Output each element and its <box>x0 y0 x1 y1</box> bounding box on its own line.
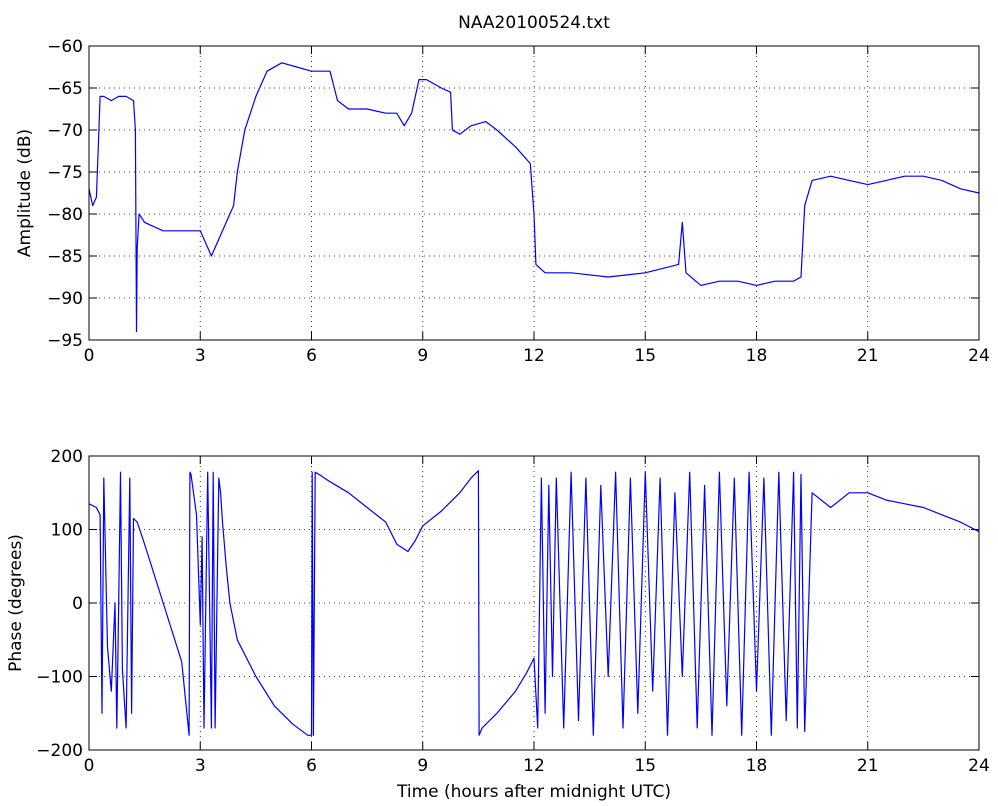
y-tick-label: −65 <box>47 79 83 99</box>
plot-area <box>89 46 979 340</box>
y-tick-label: −85 <box>47 247 83 267</box>
x-tick-label: 3 <box>195 346 206 366</box>
x-tick-label: 15 <box>634 756 656 776</box>
x-tick-label: 15 <box>634 346 656 366</box>
x-tick-label: 3 <box>195 756 206 776</box>
x-tick-label: 18 <box>746 756 768 776</box>
phase-chart: 0 3 6 9 12 15 18 21 24 −200 −100 0 100 200 Phase (degr… <box>6 447 990 802</box>
y-tick-label: −100 <box>36 668 83 688</box>
series-line <box>88 62 980 333</box>
x-tick-label: 12 <box>523 756 545 776</box>
y-tick-label: −80 <box>47 205 83 225</box>
y-tick-label: 200 <box>51 447 83 467</box>
x-tick-label: 24 <box>968 346 990 366</box>
x-tick-label: 6 <box>306 346 317 366</box>
x-tick-label: 0 <box>84 756 95 776</box>
x-tick-label: 18 <box>746 346 768 366</box>
x-tick-label: 0 <box>84 346 95 366</box>
y-tick-label: −95 <box>47 331 83 351</box>
y-tick-label: −70 <box>47 121 83 141</box>
y-tick-label: −75 <box>47 163 83 183</box>
y-axis-title: Amplitude (dB) <box>15 129 35 257</box>
series-line <box>88 470 980 736</box>
y-tick-label: −200 <box>36 741 83 761</box>
x-tick-label: 9 <box>417 346 428 366</box>
x-tick-label: 6 <box>306 756 317 776</box>
y-tick-label: −90 <box>47 289 83 309</box>
x-tick-label: 24 <box>968 756 990 776</box>
chart-title: NAA20100524.txt <box>458 13 610 33</box>
y-axis-title: Phase (degrees) <box>6 534 26 672</box>
x-tick-label: 12 <box>523 346 545 366</box>
x-tick-label: 21 <box>857 346 879 366</box>
y-tick-label: 0 <box>72 594 83 614</box>
x-axis-title: Time (hours after midnight UTC) <box>396 782 671 802</box>
x-tick-label: 21 <box>857 756 879 776</box>
x-tick-label: 9 <box>417 756 428 776</box>
y-tick-label: 100 <box>51 521 83 541</box>
amplitude-chart: 0 3 6 9 12 15 18 21 24 −95 −90 −85 −80 −75 −70 −65 −60 NA… <box>15 13 990 366</box>
y-tick-label: −60 <box>47 37 83 57</box>
